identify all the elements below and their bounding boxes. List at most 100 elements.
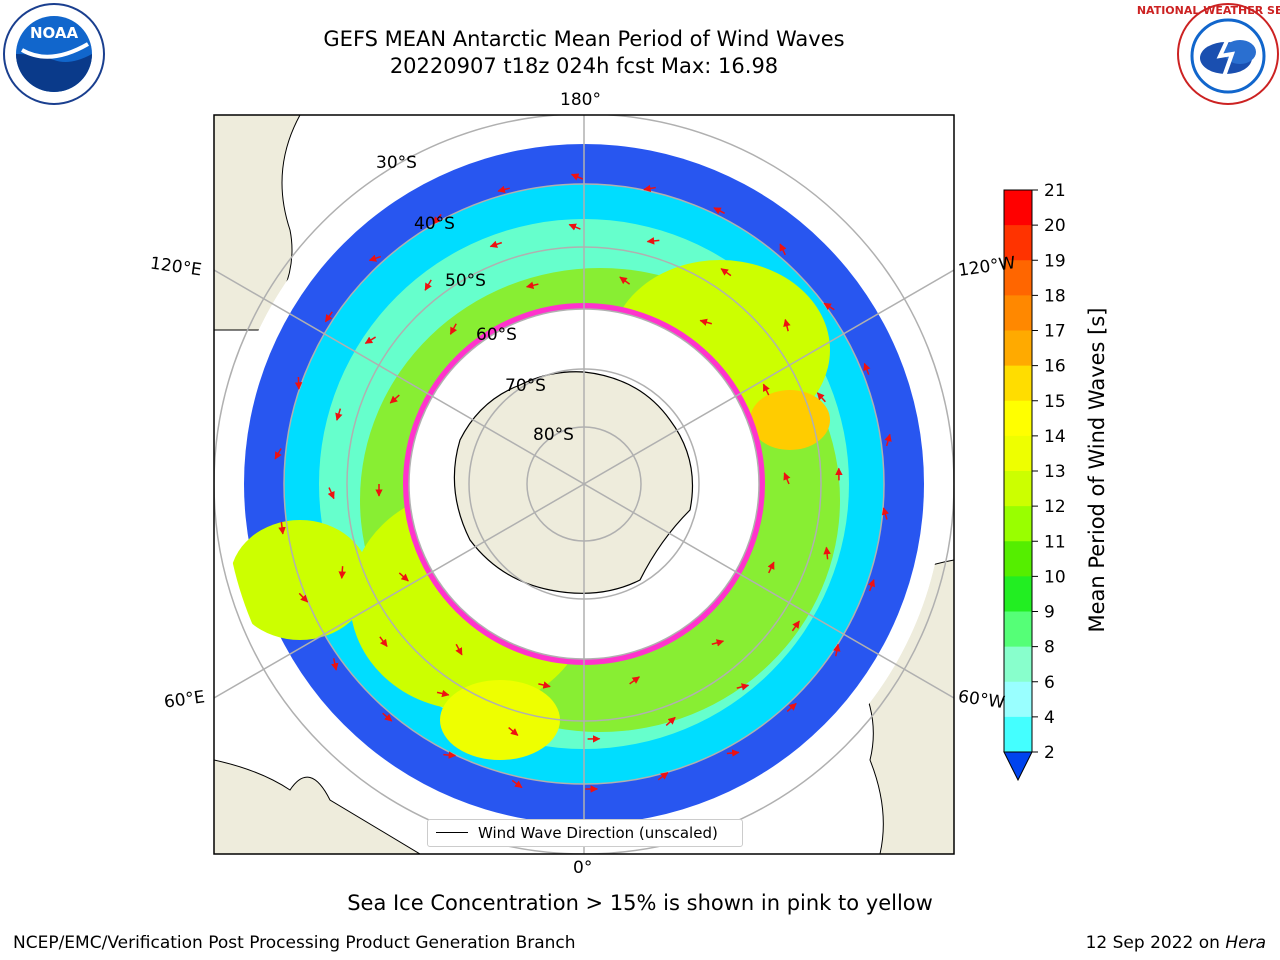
wind-wave-arrow	[338, 566, 346, 579]
wind-wave-arrow	[629, 676, 640, 685]
footer-date-text: 12 Sep 2022 on	[1085, 933, 1226, 953]
colorbar-tick-label: 21	[1044, 181, 1066, 201]
map-panel	[214, 115, 954, 854]
colorbar-segment	[1004, 541, 1032, 577]
wind-wave-arrow	[786, 702, 797, 713]
africa-land	[214, 759, 421, 854]
colorbar-segment	[1004, 190, 1032, 226]
wind-wave-arrow	[511, 779, 523, 789]
lat-label-40s: 40°S	[414, 214, 455, 234]
nws-logo: NATIONAL WEATHER SERVICE	[1137, 3, 1280, 105]
colorbar-segment	[1004, 295, 1032, 331]
wind-wave-arrow	[424, 279, 432, 291]
wind-wave-arrow	[327, 487, 335, 500]
wind-wave-arrow	[570, 173, 584, 181]
footer-branch: NCEP/EMC/Verification Post Processing Pr…	[13, 933, 576, 953]
colorbar-tick-label: 14	[1044, 427, 1066, 447]
wind-wave-arrow	[364, 336, 376, 345]
colorbar-tick-label: 13	[1044, 462, 1066, 482]
wind-wave-arrow	[489, 240, 503, 248]
wind-wave-arrow	[863, 362, 871, 375]
wind-wave-arrow	[298, 592, 309, 603]
wind-wave-arrow	[823, 302, 835, 311]
wind-wave-arrow	[713, 207, 725, 215]
colorbar-tick-label: 10	[1044, 567, 1066, 587]
map-legend: Wind Wave Direction (unscaled)	[427, 819, 743, 847]
wind-wave-arrow	[791, 620, 800, 632]
wind-wave-arrow	[726, 749, 740, 757]
wind-wave-arrow	[720, 268, 732, 277]
colorbar-segment	[1004, 435, 1032, 472]
wind-wave-arrow	[432, 214, 442, 225]
wind-wave-arrow	[331, 658, 339, 671]
wind-wave-arrow	[497, 185, 510, 194]
lat-label-80s: 80°S	[533, 425, 574, 445]
wind-wave-arrow	[274, 448, 282, 460]
lat-label-70s: 70°S	[505, 376, 546, 396]
colorbar-tick-label: 19	[1044, 251, 1066, 271]
colorbar-segment	[1004, 400, 1032, 437]
wind-wave-arrow	[657, 772, 669, 781]
wind-wave-arrow	[762, 383, 770, 396]
colorbar-segment	[1004, 365, 1032, 402]
colorbar-tick-label: 17	[1044, 322, 1066, 342]
wind-wave-arrow	[823, 546, 831, 560]
noaa-logo-text: NOAA	[30, 24, 79, 42]
wind-wave-arrow	[767, 561, 775, 574]
wind-wave-arrow	[443, 751, 457, 759]
lat-label-60s: 60°S	[476, 325, 517, 345]
map-frame	[213, 114, 955, 855]
wind-wave-arrow	[538, 681, 551, 689]
wind-wave-arrow	[525, 281, 539, 289]
colorbar-segment	[1004, 716, 1032, 753]
lat-label-30s: 30°S	[376, 153, 417, 173]
colorbar-segment	[1004, 225, 1032, 261]
wind-wave-arrow	[455, 643, 463, 656]
legend-line-swatch	[436, 832, 468, 833]
lon-label-0: 0°	[573, 858, 593, 878]
wind-wave-arrow	[619, 276, 631, 285]
wind-wave-arrow	[382, 712, 393, 722]
colorbar-tick-label: 4	[1044, 708, 1055, 728]
wind-wave-arrow	[665, 716, 676, 726]
colorbar-segment	[1004, 646, 1032, 683]
wind-wave-arrow	[278, 521, 286, 535]
colorbar-tick-label: 8	[1044, 638, 1055, 658]
wind-wave-arrow	[884, 433, 892, 447]
lat-label-50s: 50°S	[445, 271, 486, 291]
map-subtitle: 20220907 t18z 024h fcst Max: 16.98	[389, 54, 779, 78]
colorbar-tick-label: 15	[1044, 392, 1066, 412]
wind-wave-arrows	[274, 173, 892, 793]
colorbar-tick-label: 2	[1044, 743, 1055, 763]
wind-wave-arrow	[867, 579, 875, 592]
wind-wave-arrow	[449, 323, 457, 335]
colorbar: 21 20 19 18 17 16 15 14 13 12 11 10 9 8 6 4 2	[1003, 181, 1066, 782]
wind-wave-arrow	[783, 318, 791, 332]
graticule	[214, 115, 954, 854]
map-title: GEFS MEAN Antarctic Mean Period of Wind …	[323, 27, 845, 51]
colorbar-tick-label: 6	[1044, 673, 1055, 693]
wind-wave-arrow	[335, 408, 343, 421]
wind-wave-arrow	[436, 689, 450, 698]
legend-label: Wind Wave Direction (unscaled)	[478, 824, 718, 842]
wind-wave-arrow	[643, 184, 656, 193]
wind-wave-arrow	[389, 394, 400, 404]
sea-ice-note: Sea Ice Concentration > 15% is shown in …	[347, 891, 933, 915]
nws-logo-ring: NATIONAL WEATHER SERVICE	[1137, 4, 1280, 17]
wind-wave-arrow	[508, 727, 519, 736]
colorbar-segment	[1004, 330, 1032, 367]
antarctica-land	[453, 371, 693, 594]
wind-wave-arrow	[833, 643, 841, 657]
wind-wave-arrow	[881, 507, 890, 520]
colorbar-segment	[1004, 576, 1032, 612]
wind-wave-arrow	[398, 572, 409, 582]
wind-wave-arrow	[646, 237, 660, 245]
colorbar-segment	[1004, 611, 1032, 648]
colorbar-segment	[1004, 681, 1032, 718]
colorbar-tick-label: 20	[1044, 216, 1066, 236]
lon-label-180: 180°	[560, 90, 601, 110]
wind-wave-arrow	[816, 392, 826, 403]
footer-date: 12 Sep 2022 on Hera	[1086, 933, 1266, 953]
wind-wave-arrow	[699, 318, 713, 326]
